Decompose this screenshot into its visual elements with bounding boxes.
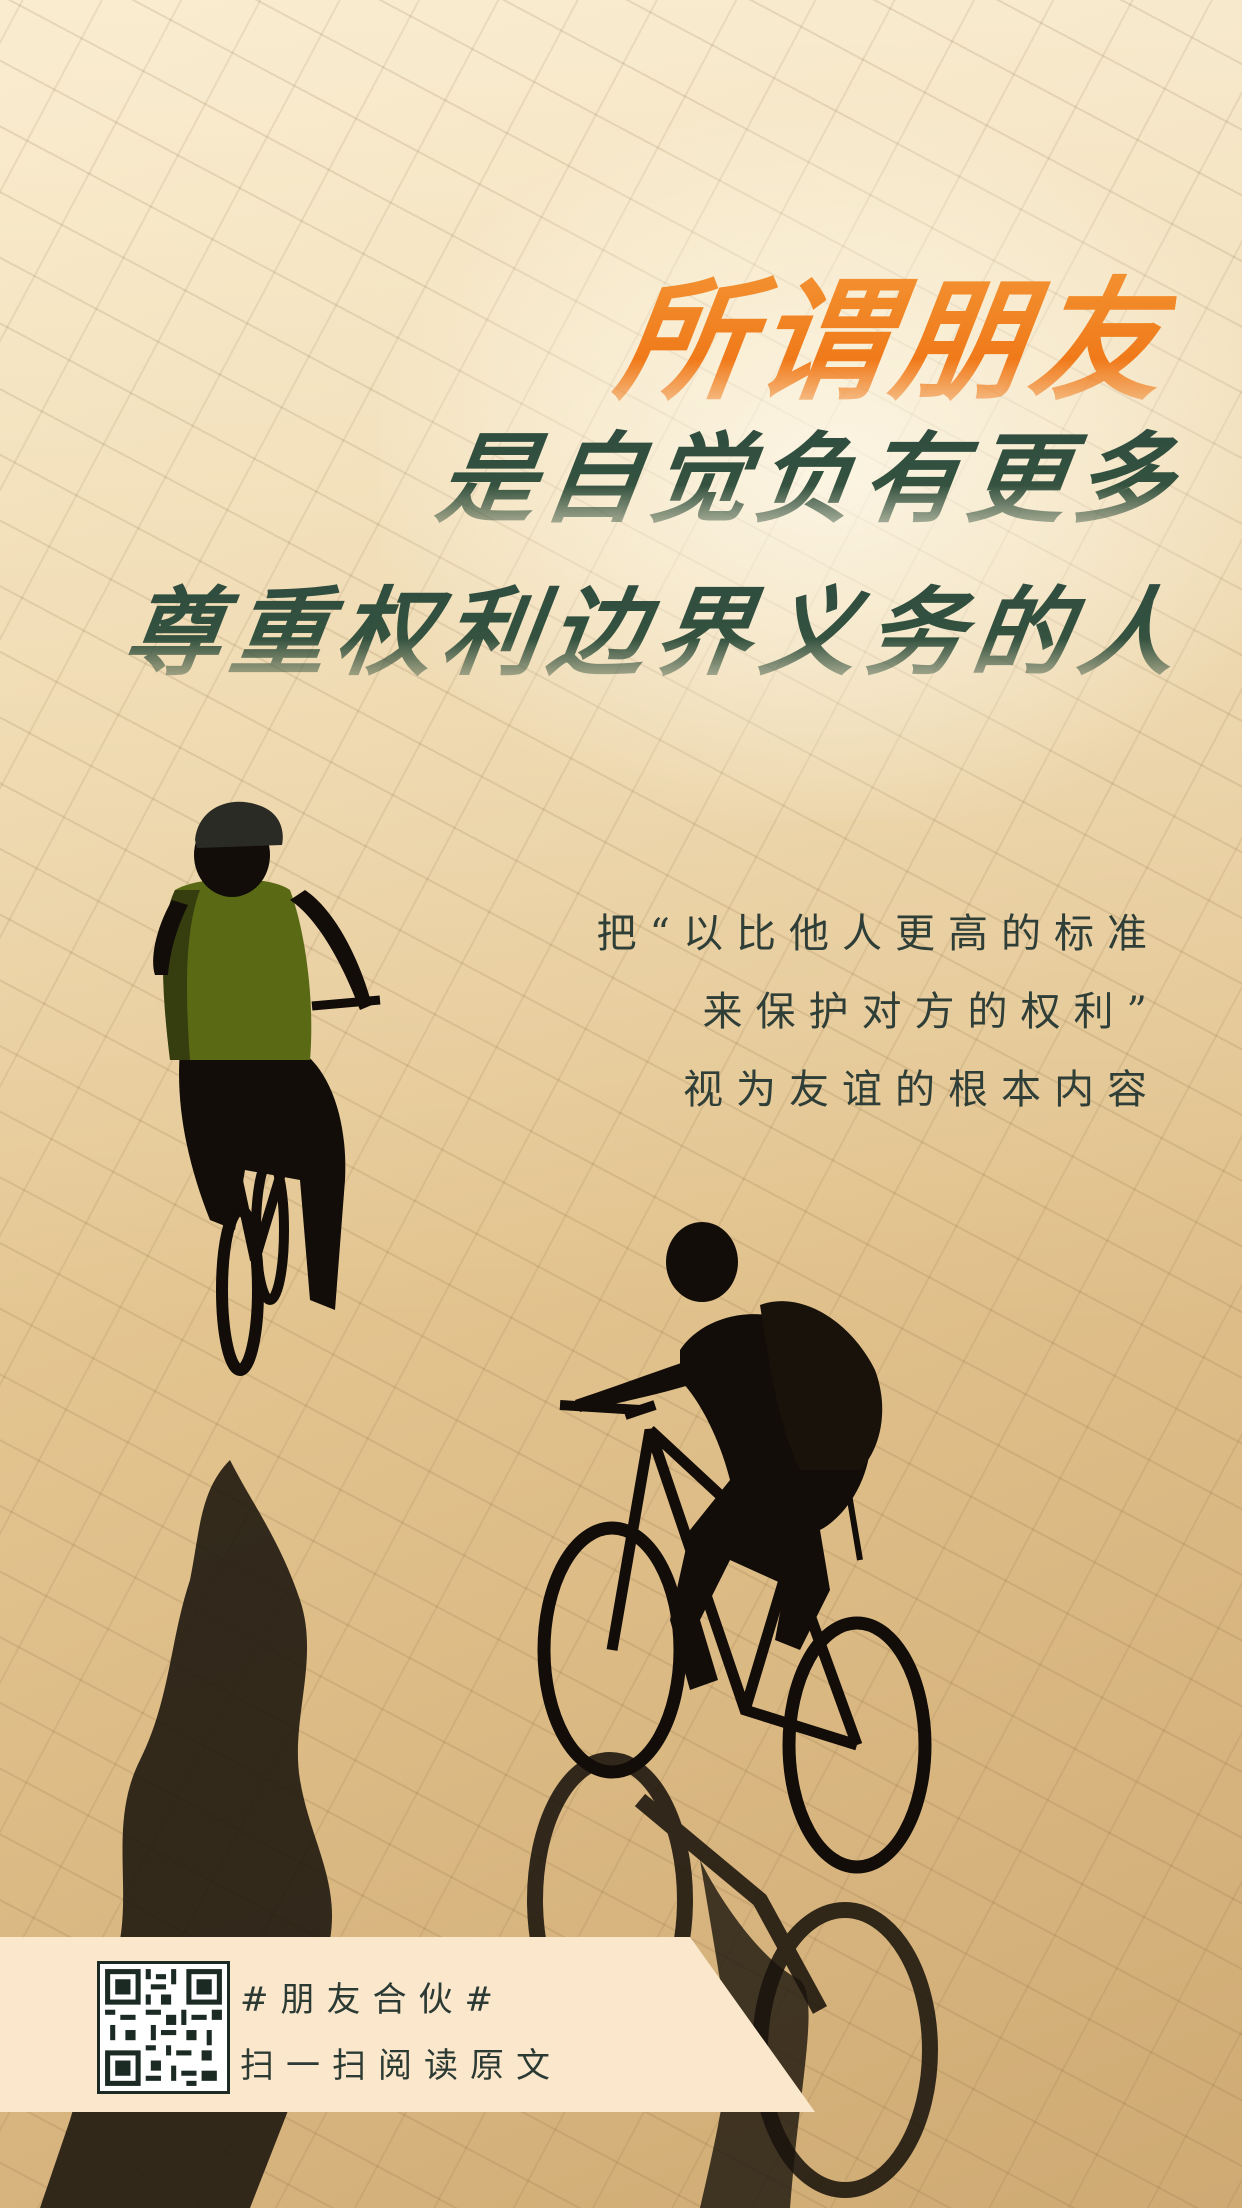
qr-code-icon bbox=[100, 1964, 227, 2091]
headline-line-3: 尊重权利边界义务的人 bbox=[117, 555, 1197, 694]
headline-line-2: 是自觉负有更多 bbox=[430, 400, 1192, 542]
sunlight-glow bbox=[380, 120, 1242, 820]
hashtag-label: #朋友合伙# bbox=[240, 1980, 505, 2020]
headline-title: 所谓朋友 bbox=[607, 235, 1186, 426]
scan-to-read-label: 扫一扫阅读原文 bbox=[240, 2046, 562, 2086]
qr-code[interactable] bbox=[97, 1961, 230, 2094]
quote-line-1: 把“以比他人更高的标准 bbox=[596, 911, 1160, 957]
quote-line-2: 来保护对方的权利” bbox=[702, 989, 1160, 1035]
quote-block: 把“以比他人更高的标准 来保护对方的权利” 视为友谊的根本内容 bbox=[597, 895, 1160, 1129]
cyclist-1-silhouette bbox=[153, 801, 381, 1376]
cyclist-2-silhouette bbox=[537, 1222, 932, 1874]
quote-line-3: 视为友谊的根本内容 bbox=[683, 1067, 1160, 1113]
